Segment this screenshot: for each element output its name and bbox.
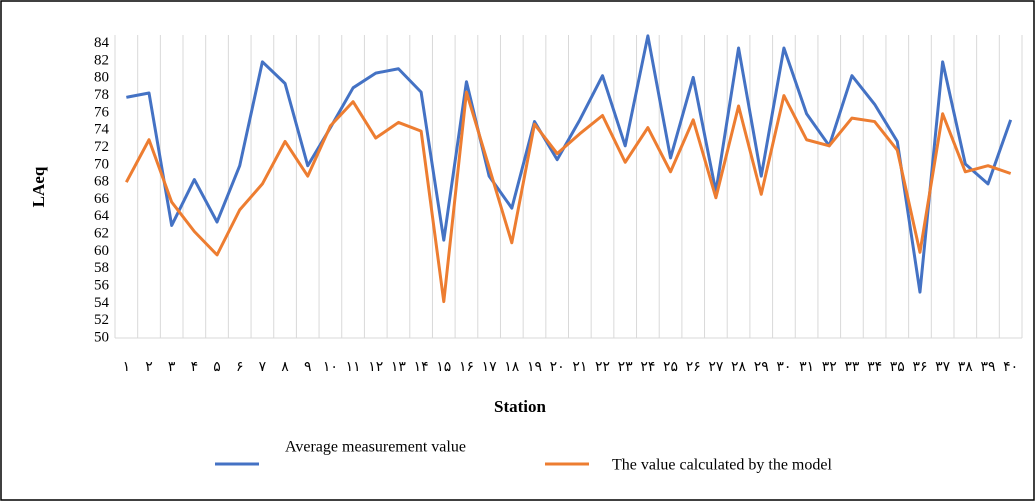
x-tick-label: ۱۸ — [504, 360, 520, 375]
x-tick-label: ۲۵ — [663, 360, 678, 375]
series-line — [125, 90, 1012, 304]
x-tick-label: ۳۴ — [867, 360, 882, 375]
x-tick-label: ۴۰ — [1003, 360, 1018, 375]
x-tick-label: ۱۲ — [368, 360, 383, 375]
x-tick-label: ۱۶ — [459, 360, 474, 375]
x-tick-label: ۳۰ — [776, 360, 791, 375]
y-tick-label: 64 — [94, 208, 110, 224]
x-tick-label: ۲۴ — [640, 360, 655, 375]
y-tick-label: 72 — [94, 139, 109, 155]
x-tick-label: ۸ — [281, 360, 289, 375]
x-tick-label: ۳۶ — [912, 360, 927, 375]
x-tick-label: ۱۱ — [346, 360, 361, 375]
x-tick-label: ۲۶ — [686, 360, 701, 375]
x-axis-title: Station — [494, 397, 547, 416]
x-tick-label: ۱۹ — [527, 360, 542, 375]
x-tick-label: ۳۵ — [890, 360, 905, 375]
y-tick-label: 78 — [94, 87, 109, 103]
x-tick-label: ۳۱ — [799, 360, 814, 375]
y-tick-label: 70 — [94, 156, 109, 172]
x-tick-label: ۳۹ — [980, 360, 995, 375]
y-tick-label: 82 — [94, 52, 109, 68]
y-tick-label: 58 — [94, 260, 109, 276]
x-tick-label: ۱۴ — [414, 360, 429, 375]
x-tick-label: ۱۰ — [323, 360, 338, 375]
x-tick-label: ۲۷ — [708, 360, 724, 375]
x-tick-label: ۱۵ — [436, 360, 451, 375]
y-tick-label: 74 — [94, 122, 110, 138]
y-tick-label: 54 — [94, 295, 110, 311]
y-tick-label: 76 — [94, 104, 110, 120]
x-tick-label: ۳۳ — [844, 360, 860, 375]
x-tick-label: ۲۸ — [731, 360, 747, 375]
x-tick-label: ۵ — [213, 360, 221, 375]
y-tick-label: 84 — [94, 35, 110, 51]
x-tick-label: ۲۳ — [618, 360, 634, 375]
x-tick-label: ۱۳ — [391, 360, 407, 375]
x-tick-label: ۳۷ — [935, 360, 951, 375]
x-tick-label: ۲۹ — [754, 360, 769, 375]
x-tick-label: ۱۷ — [482, 360, 498, 375]
y-tick-label: 66 — [94, 191, 110, 207]
y-tick-label: 56 — [94, 277, 110, 293]
y-tick-label: 68 — [94, 174, 109, 190]
x-tick-label: ۳۲ — [822, 360, 837, 375]
y-tick-label: 50 — [94, 329, 109, 345]
y-tick-label: 60 — [94, 243, 109, 259]
x-tick-label: ۲۰ — [550, 360, 565, 375]
x-tick-label: ۲۲ — [595, 360, 610, 375]
x-tick-label: ۲ — [145, 360, 153, 375]
x-tick-label: ۷ — [259, 360, 267, 375]
x-tick-label: ۳۸ — [958, 360, 974, 375]
legend-label: The value calculated by the model — [612, 457, 832, 474]
legend-label: Average measurement value — [285, 439, 466, 456]
x-tick-label: ۹ — [304, 360, 312, 375]
y-tick-label: 80 — [94, 70, 109, 86]
x-tick-label: ۶ — [236, 360, 244, 375]
y-tick-label: 62 — [94, 226, 109, 242]
x-tick-label: ۴ — [191, 360, 199, 375]
x-tick-label: ۳ — [168, 360, 176, 375]
x-tick-label: ۲۱ — [572, 360, 587, 375]
y-tick-label: 52 — [94, 312, 109, 328]
y-axis-title: LAeq — [29, 166, 48, 207]
x-tick-label: ۱ — [123, 360, 131, 375]
series-line — [126, 34, 1013, 294]
